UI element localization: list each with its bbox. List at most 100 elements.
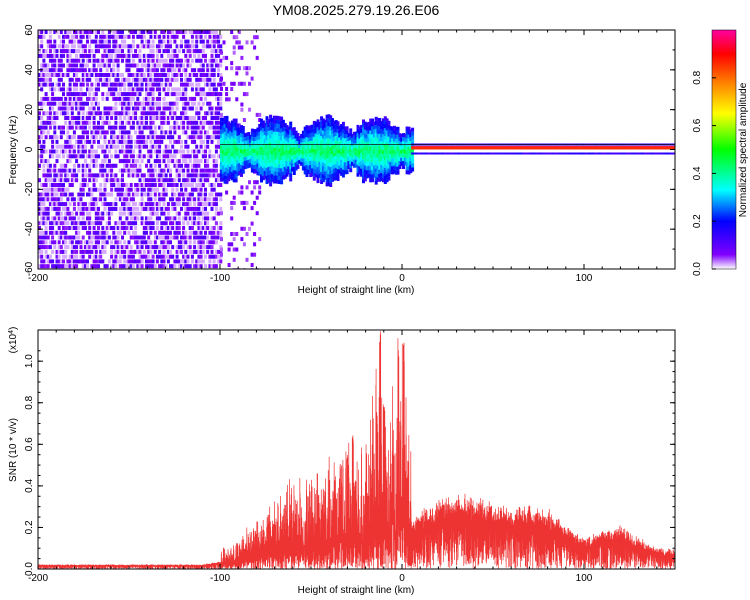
heatmap-cell xyxy=(321,130,325,135)
heatmap-cell xyxy=(162,63,166,68)
heatmap-cell xyxy=(166,154,170,159)
heatmap-cell xyxy=(212,125,216,130)
heatmap-cell xyxy=(42,125,46,130)
heatmap-cell xyxy=(70,34,74,39)
heatmap-cell xyxy=(53,120,57,125)
heatmap-cell xyxy=(99,125,103,130)
heatmap-cell xyxy=(278,168,282,173)
heatmap-cell xyxy=(158,111,162,116)
heatmap-cell xyxy=(188,44,192,49)
heatmap-cell xyxy=(210,73,214,77)
heatmap-cell xyxy=(182,154,186,159)
heatmap-cell xyxy=(394,126,398,131)
heatmap-cell xyxy=(352,139,356,144)
heatmap-cell xyxy=(99,197,103,202)
heatmap-cell xyxy=(212,254,216,259)
heatmap-cell xyxy=(190,187,194,192)
heatmap-cell xyxy=(201,116,205,120)
heatmap-cell xyxy=(57,206,61,211)
heatmap-cell xyxy=(42,211,46,216)
heatmap-cell xyxy=(574,152,579,155)
heatmap-cell xyxy=(145,163,148,168)
heatmap-cell xyxy=(136,68,140,73)
heatmap-cell xyxy=(637,152,642,155)
heatmap-cell xyxy=(86,173,89,178)
heatmap-cell xyxy=(292,131,296,136)
heatmap-cell xyxy=(378,177,382,182)
heatmap-cell xyxy=(110,111,114,116)
heatmap-cell xyxy=(199,39,203,44)
heatmap-cell xyxy=(53,183,57,187)
heatmap-cell xyxy=(88,111,92,116)
heatmap-cell xyxy=(62,235,65,240)
heatmap-cell xyxy=(94,58,98,63)
heatmap-cell xyxy=(188,73,192,77)
heatmap-cell xyxy=(378,134,382,138)
heatmap-cell xyxy=(107,39,111,44)
heatmap-cell xyxy=(184,130,188,135)
heatmap-cell xyxy=(307,137,311,142)
heatmap-cell xyxy=(169,240,172,245)
heatmap-cell xyxy=(118,149,122,154)
heatmap-cell xyxy=(112,259,116,264)
heatmap-cell xyxy=(193,163,197,168)
heatmap-cell xyxy=(129,249,133,254)
heatmap-cell xyxy=(227,169,231,174)
heatmap-cell xyxy=(107,73,111,77)
heatmap-cell xyxy=(303,150,307,155)
heatmap-cell xyxy=(57,178,61,183)
heatmap-cell xyxy=(116,221,120,226)
heatmap-cell xyxy=(199,159,203,164)
heatmap-cell xyxy=(349,152,353,157)
heatmap-cell xyxy=(175,202,179,207)
heatmap-cell xyxy=(59,68,63,73)
heatmap-cell xyxy=(261,172,265,177)
heatmap-cell xyxy=(219,82,223,87)
heatmap-cell xyxy=(64,178,68,183)
heatmap-cell xyxy=(77,139,81,144)
heatmap-cell xyxy=(227,149,231,154)
heatmap-cell xyxy=(99,168,103,173)
heatmap-cell xyxy=(134,183,138,187)
heatmap-cell xyxy=(347,145,351,149)
heatmap-cell xyxy=(129,254,133,259)
heatmap-cell xyxy=(227,141,231,146)
heatmap-cell xyxy=(177,73,181,77)
heatmap-cell xyxy=(90,101,94,106)
heatmap-cell xyxy=(182,178,186,183)
heatmap-cell xyxy=(38,77,41,82)
heatmap-cell xyxy=(314,161,318,166)
heatmap-cell xyxy=(402,153,405,158)
heatmap-cell xyxy=(214,230,218,235)
heatmap-cell xyxy=(118,87,122,92)
heatmap-cell xyxy=(195,206,199,211)
heatmap-cell xyxy=(312,152,316,157)
heatmap-cell xyxy=(171,63,175,68)
heatmap-cell xyxy=(75,53,79,58)
heatmap-cell xyxy=(123,106,127,111)
heatmap-cell xyxy=(142,183,146,187)
heatmap-cell xyxy=(105,92,109,97)
heatmap-cell xyxy=(197,192,201,197)
heatmap-cell xyxy=(206,82,210,87)
heatmap-cell xyxy=(197,264,201,269)
heatmap-cell xyxy=(225,135,229,140)
heatmap-cell xyxy=(169,116,172,120)
heatmap-cell xyxy=(261,152,265,157)
heatmap-cell xyxy=(48,168,52,173)
heatmap-cell xyxy=(112,226,116,230)
heatmap-cell xyxy=(66,144,70,149)
heatmap-cell xyxy=(40,34,44,39)
heatmap-cell xyxy=(86,101,89,106)
heatmap-cell xyxy=(367,157,371,162)
heatmap-cell xyxy=(127,159,131,164)
heatmap-cell xyxy=(112,39,116,44)
heatmap-cell xyxy=(362,131,365,136)
heatmap-cell xyxy=(59,259,63,264)
heatmap-cell xyxy=(64,264,68,269)
heatmap-cell xyxy=(229,147,233,151)
heatmap-cell xyxy=(118,30,122,34)
heatmap-cell xyxy=(164,235,168,240)
heatmap-cell xyxy=(320,148,324,153)
heatmap-cell xyxy=(79,240,83,245)
